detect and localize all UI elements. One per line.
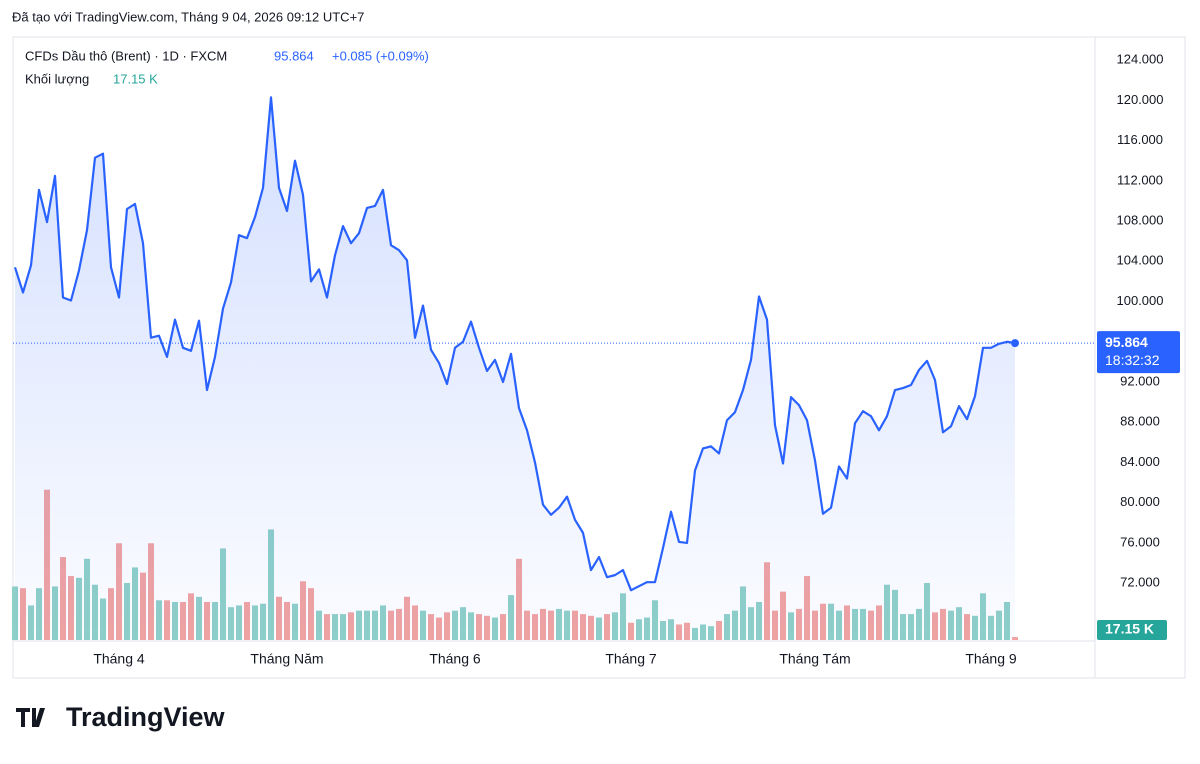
y-tick-label: 88.000: [1120, 414, 1160, 429]
x-tick-label: Tháng 4: [93, 651, 145, 667]
countdown: 18:32:32: [1105, 352, 1160, 368]
area: [15, 97, 1015, 641]
legend-volume: Khối lượng: [25, 71, 89, 86]
price-badge: [1097, 331, 1180, 374]
legend-price: 95.864: [274, 48, 314, 63]
x-tick-label: Tháng 9: [965, 651, 1017, 667]
y-tick-label: 104.000: [1117, 253, 1164, 268]
y-tick-label: 120.000: [1117, 92, 1164, 107]
legend-title: CFDs Dầu thô (Brent) · 1D · FXCM: [25, 48, 227, 63]
y-tick-label: 116.000: [1117, 132, 1163, 147]
x-tick-label: Tháng Năm: [250, 651, 323, 667]
y-tick-label: 72.000: [1120, 575, 1160, 590]
legend-change: +0.085 (+0.09%): [332, 48, 429, 63]
panel-border: [12, 36, 1186, 679]
volume-badge: [1097, 620, 1167, 640]
logo: [16, 708, 45, 727]
last-point: [1011, 339, 1019, 348]
plot: [12, 96, 1095, 641]
price-badge-label: 95.864: [1105, 334, 1148, 350]
x-tick-label: Tháng 7: [605, 651, 657, 667]
y-tick-label: 92.000: [1120, 373, 1160, 388]
y-tick-label: 108.000: [1117, 213, 1164, 228]
footer-logo: TradingView: [66, 702, 226, 732]
y-tick-label: 84.000: [1120, 454, 1160, 469]
x-tick-label: Tháng Tám: [779, 651, 850, 667]
y-tick-label: 112.000: [1117, 172, 1163, 187]
attribution: Đã tạo với TradingView.com, Tháng 9 04, …: [12, 9, 364, 24]
y-tick-label: 76.000: [1120, 534, 1160, 549]
y-tick-label: 80.000: [1120, 494, 1160, 509]
legend-volume-value: 17.15 K: [113, 71, 158, 86]
x-tick-label: Tháng 6: [429, 651, 481, 667]
y-tick-label: 100.000: [1117, 293, 1164, 308]
y-tick-label: 124.000: [1117, 52, 1164, 67]
volume-badge-label: 17.15 K: [1105, 621, 1154, 637]
